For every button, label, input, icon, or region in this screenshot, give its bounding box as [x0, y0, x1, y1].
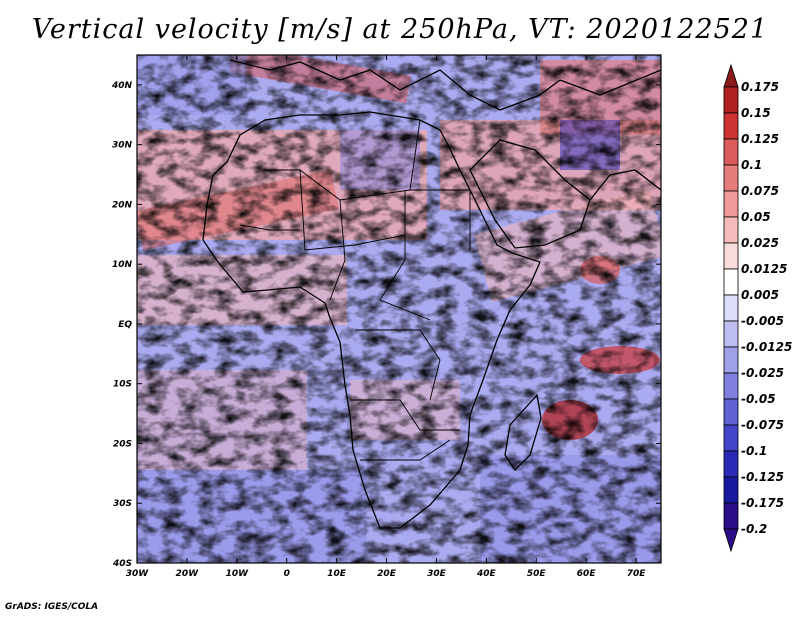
- colorbar-swatch: [723, 294, 739, 322]
- lat-tick-label: 40S: [112, 559, 132, 569]
- map-title: Vertical velocity [m/s] at 250hPa, VT: 2…: [31, 14, 769, 45]
- colorbar-label: 0.15: [741, 106, 771, 120]
- lat-tick-label: 30N: [112, 141, 133, 151]
- lat-tick-label: 10N: [112, 260, 133, 270]
- colorbar-label: -0.05: [741, 392, 776, 406]
- velocity-field-patches: [137, 55, 661, 563]
- colorbar-label: 0.025: [741, 236, 779, 250]
- lon-tick-label: 40E: [476, 569, 497, 579]
- lon-tick-label: 20W: [176, 569, 200, 579]
- lon-tick-label: 30E: [427, 569, 447, 579]
- colorbar-label: -0.0125: [741, 340, 792, 354]
- coastlines: [202, 59, 661, 529]
- colorbar-label: 0.075: [741, 184, 779, 198]
- country-borders: [239, 119, 471, 461]
- colorbar-label: -0.005: [741, 314, 784, 328]
- colorbar-label: -0.1: [741, 444, 767, 458]
- madagascar-coastline: [504, 393, 542, 472]
- lat-tick-label: 20N: [112, 200, 133, 210]
- longitude-axis: 30W 20W 10W 0 10E 20E 30E 40E 50E 60E 70E: [126, 55, 646, 579]
- colorbar-swatch: [723, 320, 739, 348]
- colorbar-swatch: [723, 86, 739, 114]
- colorbar-swatch: [723, 346, 739, 374]
- colorbar-swatch: [723, 372, 739, 400]
- colorbar-swatch: [723, 424, 739, 452]
- colorbar-label: -0.075: [741, 418, 784, 432]
- lon-tick-label: 60E: [577, 569, 597, 579]
- colorbar-label: -0.175: [741, 496, 784, 510]
- colorbar-swatch: [723, 138, 739, 166]
- colorbar-label: 0.0125: [741, 262, 787, 276]
- lon-tick-label: 20E: [377, 569, 397, 579]
- colorbar-label: 0.005: [741, 288, 779, 302]
- colorbar-swatch: [723, 242, 739, 270]
- colorbar-swatch: [723, 164, 739, 192]
- asia-coastline: [559, 69, 661, 201]
- colorbar-swatch: [723, 216, 739, 244]
- latitude-axis: 40N 30N 20N 10N EQ 10S 20S 30S 40S: [111, 81, 661, 569]
- europe-coastline: [229, 59, 561, 111]
- lon-tick-label: 0: [284, 569, 290, 579]
- colorbar-swatch: [723, 476, 739, 504]
- colorbar-swatch: [723, 398, 739, 426]
- colorbar-swatch: [723, 450, 739, 478]
- lon-tick-label: 30W: [126, 569, 150, 579]
- colorbar-label: 0.125: [741, 132, 779, 146]
- colorbar-top-arrow: [723, 63, 739, 88]
- lat-tick-label: 10S: [113, 380, 132, 390]
- colorbar-swatch: [723, 502, 739, 530]
- lon-tick-label: 10W: [226, 569, 250, 579]
- lat-tick-label: EQ: [118, 320, 132, 330]
- map-frame: [136, 54, 662, 564]
- africa-coastline: [202, 111, 541, 529]
- colorbar-label: 0.1: [741, 158, 762, 172]
- colorbar-swatch: [723, 268, 739, 296]
- colorbar-swatch: [723, 112, 739, 140]
- colorbar-bottom-arrow: [723, 528, 739, 553]
- lat-tick-label: 20S: [113, 439, 132, 449]
- lat-tick-label: 30S: [113, 499, 132, 509]
- colorbar-label: 0.175: [741, 80, 779, 94]
- grads-credit: GrADS: IGES/COLA: [5, 602, 99, 612]
- lon-tick-label: 70E: [627, 569, 647, 579]
- colorbar: 0.175 0.15 0.125 0.1 0.075 0.05 0.025 0.0125 0.0…: [723, 63, 792, 553]
- colorbar-label: -0.125: [741, 470, 784, 484]
- arabia-coastline: [469, 139, 591, 249]
- lat-tick-label: 40N: [111, 81, 133, 91]
- colorbar-label: -0.2: [741, 522, 767, 536]
- lon-tick-label: 10E: [327, 569, 347, 579]
- colorbar-label: 0.05: [741, 210, 771, 224]
- colorbar-swatch: [723, 190, 739, 218]
- colorbar-label: -0.025: [741, 366, 784, 380]
- map-plot-area: [136, 54, 662, 564]
- lon-tick-label: 50E: [527, 569, 547, 579]
